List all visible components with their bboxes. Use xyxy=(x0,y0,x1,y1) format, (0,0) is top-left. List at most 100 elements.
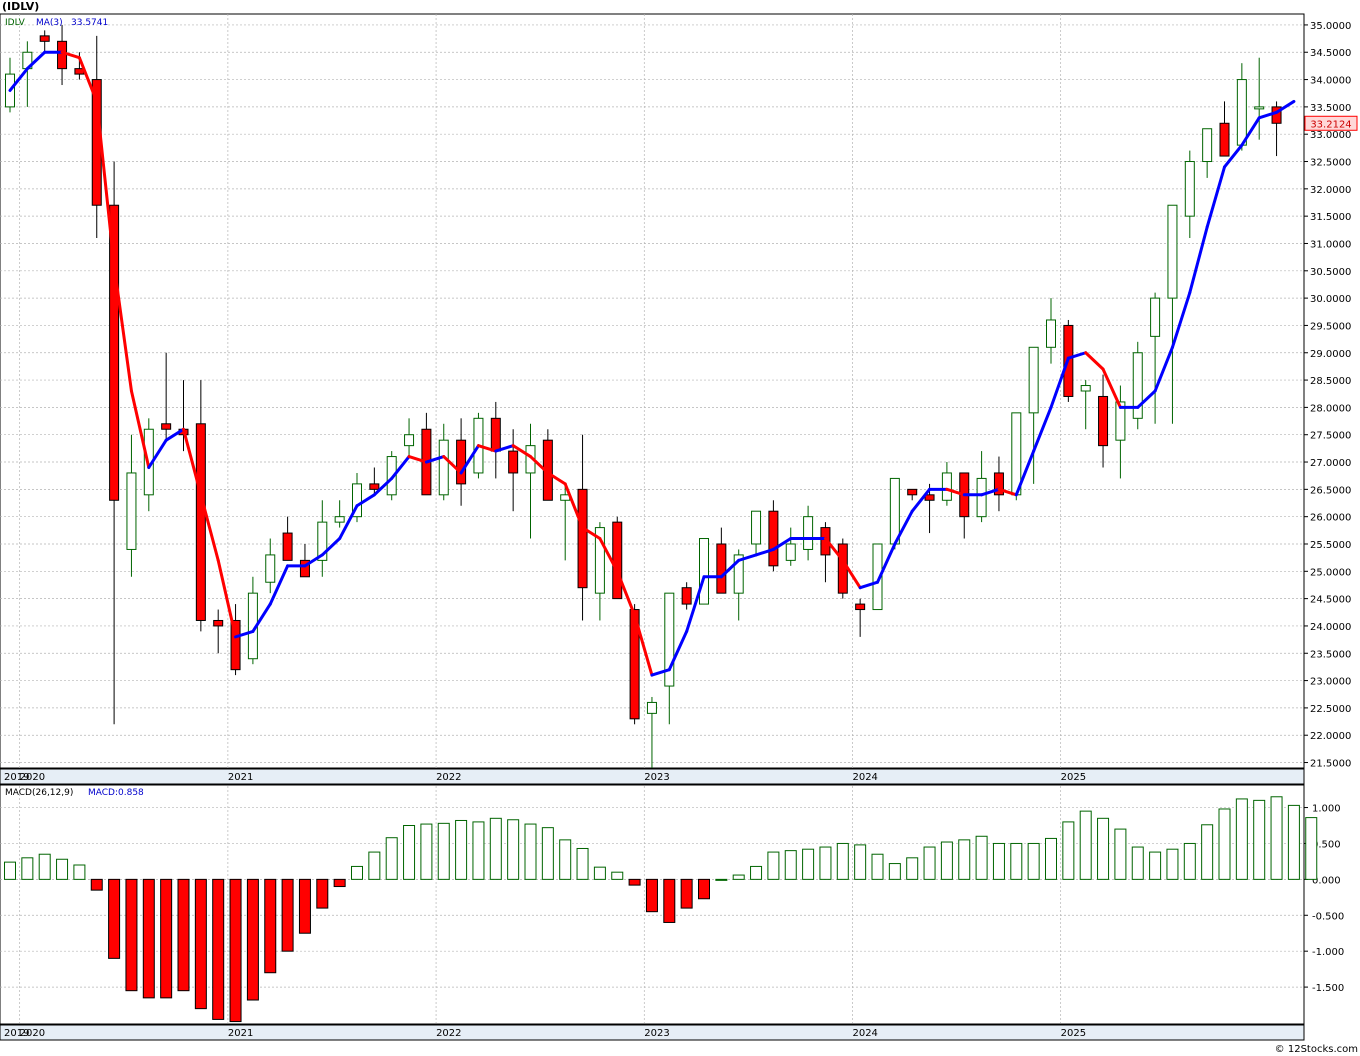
legend-symbol: IDLV xyxy=(5,18,26,28)
candle xyxy=(751,510,762,555)
ma-segment xyxy=(754,547,775,557)
macd-bar xyxy=(194,878,207,1010)
candle-body xyxy=(924,494,935,501)
candle-body xyxy=(716,543,727,594)
x-axis-year-label: 2023 xyxy=(644,1028,669,1039)
candle xyxy=(1167,204,1178,424)
ma-segment xyxy=(633,613,654,677)
candle-body xyxy=(109,204,120,501)
x-axis-year-label: 2021 xyxy=(228,772,253,783)
macd-bar xyxy=(351,865,363,880)
candle xyxy=(837,538,848,599)
macd-bar xyxy=(455,819,468,880)
price-y-tick-label: 27.0000 xyxy=(1310,458,1351,469)
candle xyxy=(907,488,918,501)
candle-body xyxy=(699,538,709,605)
price-y-tick-label: 21.5000 xyxy=(1310,759,1351,770)
ma-segment xyxy=(997,487,1018,497)
candle-body xyxy=(1046,319,1056,348)
macd-bar xyxy=(819,846,832,880)
ma-segment xyxy=(1170,291,1192,349)
ma-segment xyxy=(823,537,845,562)
macd-bar xyxy=(992,842,1005,880)
x-axis-year-label: 2023 xyxy=(644,772,669,783)
candle-body xyxy=(282,532,293,561)
candle-body xyxy=(1150,297,1161,337)
candle xyxy=(1150,292,1161,424)
macd-bar xyxy=(333,878,346,888)
x-axis-year-label: 2022 xyxy=(436,772,461,783)
macd-bar xyxy=(160,878,173,999)
macd-bar xyxy=(507,819,520,880)
macd-bar xyxy=(611,871,624,880)
macd-bar xyxy=(1166,848,1179,880)
ma-segment xyxy=(650,668,671,677)
candle-body xyxy=(299,559,310,578)
price-y-tick-label: 30.5000 xyxy=(1310,267,1351,278)
candle-body xyxy=(1254,106,1265,110)
macd-bar xyxy=(385,837,398,880)
price-y-tick-label: 34.5000 xyxy=(1310,48,1351,59)
ma-segment xyxy=(1032,405,1053,453)
ma-segment xyxy=(1223,143,1244,169)
x-axis-year-label: 2025 xyxy=(1061,772,1086,783)
candle xyxy=(664,592,675,725)
macd-bar xyxy=(212,878,225,1020)
candle xyxy=(629,604,640,725)
candle-body xyxy=(751,510,762,545)
ma-segment xyxy=(60,50,81,60)
ma-segment xyxy=(876,542,897,584)
ma-segment xyxy=(1188,225,1209,295)
candle-body xyxy=(993,472,1004,496)
candle xyxy=(785,527,796,566)
ma-segment xyxy=(8,67,29,92)
macd-bar xyxy=(316,878,329,909)
legend-ma-label: MA(3) xyxy=(36,18,63,28)
candle xyxy=(1184,150,1195,239)
price-y-tick-label: 22.5000 xyxy=(1310,704,1351,715)
candle xyxy=(976,451,987,523)
price-y-tick-label: 23.0000 xyxy=(1310,677,1351,688)
candle-body xyxy=(1132,352,1143,419)
candle xyxy=(872,543,883,611)
macd-bar xyxy=(420,823,433,880)
candle xyxy=(230,604,241,676)
macd-bar xyxy=(489,817,502,880)
price-y-tick-label: 22.0000 xyxy=(1310,731,1351,742)
candle-body xyxy=(126,472,137,550)
macd-bar xyxy=(715,878,728,881)
ma-segment xyxy=(182,427,203,497)
macd-bar xyxy=(1235,798,1248,880)
macd-bar xyxy=(767,851,780,880)
macd-bar xyxy=(923,846,936,880)
candle-body xyxy=(490,417,501,452)
candle xyxy=(803,505,814,561)
price-y-tick-label: 33.0000 xyxy=(1310,130,1351,141)
macd-bar xyxy=(836,842,849,880)
macd-bar xyxy=(871,853,884,880)
candle-body xyxy=(508,450,519,474)
price-y-tick-label: 32.5000 xyxy=(1310,158,1351,169)
ma-segment xyxy=(338,504,359,541)
macd-bar xyxy=(472,821,485,880)
candle xyxy=(716,527,727,594)
macd-bar xyxy=(1305,817,1318,880)
candle xyxy=(352,472,362,523)
macd-bar xyxy=(593,866,606,880)
candle xyxy=(1132,341,1143,430)
candle xyxy=(1219,101,1230,157)
ma-segment xyxy=(615,569,637,617)
price-y-tick-label: 25.5000 xyxy=(1310,540,1351,551)
candle-body xyxy=(889,477,900,545)
candle xyxy=(369,467,380,495)
candle-body xyxy=(265,554,276,583)
ma-segment xyxy=(355,493,376,508)
price-y-tick-label: 29.5000 xyxy=(1310,321,1351,332)
candle-body xyxy=(1115,401,1126,441)
macd-bar xyxy=(975,835,988,880)
macd-legend-value: MACD:0.858 xyxy=(88,788,144,798)
macd-bar xyxy=(90,878,103,891)
macd-bar xyxy=(906,857,919,880)
macd-bar xyxy=(888,863,901,880)
candle-body xyxy=(438,439,449,496)
